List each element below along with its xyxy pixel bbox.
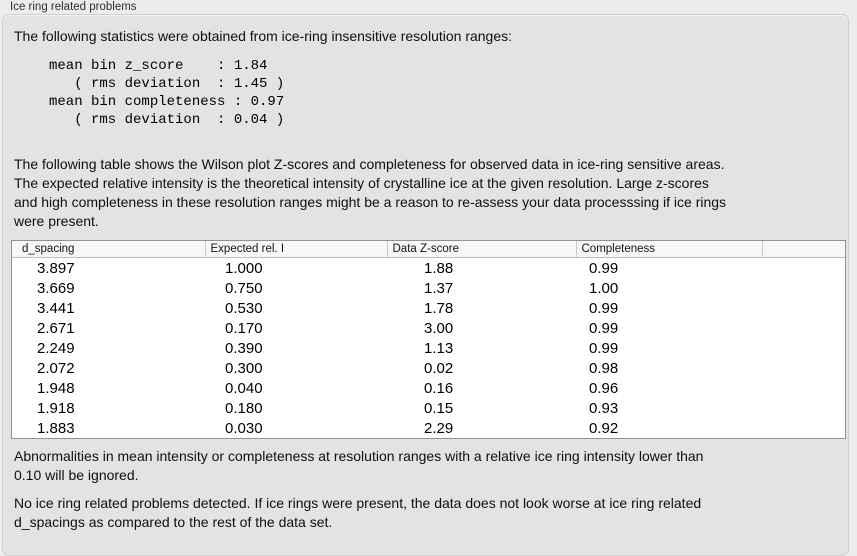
conclusion-text: No ice ring related problems detected. I… [14, 495, 702, 530]
table-row[interactable]: 2.249 0.390 1.13 0.99 [12, 338, 845, 358]
cell-data-z-score: 0.16 [424, 379, 454, 397]
column-header-data-z-score[interactable]: Data Z-score [386, 241, 576, 258]
table-intro-text: The following table shows the Wilson plo… [14, 156, 727, 229]
table-header-row: d_spacing Expected rel. I Data Z-score Comp… [12, 241, 845, 258]
cell-expected-rel-i: 1.000 [225, 259, 263, 277]
table-row[interactable]: 1.948 0.040 0.16 0.96 [12, 378, 845, 398]
column-header-spacer[interactable] [761, 241, 845, 258]
cell-data-z-score: 0.02 [424, 359, 454, 377]
table-row[interactable]: 1.918 0.180 0.15 0.93 [12, 398, 845, 418]
cell-spacer [762, 418, 845, 438]
table-body: 3.897 1.000 1.88 0.99 3.669 0.750 1.37 1.00 3.44… [12, 258, 845, 439]
table-header: d_spacing Expected rel. I Data Z-score Comp… [12, 241, 845, 258]
cell-expected-rel-i: 0.040 [225, 379, 263, 397]
ice-ring-groupbox: The following statistics were obtained f… [2, 14, 849, 556]
cell-data-z-score: 0.15 [424, 399, 454, 417]
cell-spacer [762, 278, 845, 298]
ice-ring-data-table: d_spacing Expected rel. I Data Z-score Comp… [12, 241, 845, 438]
cell-spacer [762, 298, 845, 318]
cell-expected-rel-i: 0.750 [225, 279, 263, 297]
cell-completeness: 0.93 [589, 399, 619, 417]
cell-data-z-score: 1.78 [424, 299, 454, 317]
cell-d-spacing: 2.249 [37, 339, 75, 357]
cell-data-z-score: 3.00 [424, 319, 454, 337]
cell-spacer [762, 398, 845, 418]
cell-spacer [762, 258, 845, 279]
cell-completeness: 1.00 [589, 279, 619, 297]
cell-expected-rel-i: 0.530 [225, 299, 263, 317]
section-title: Ice ring related problems [10, 1, 137, 13]
cell-expected-rel-i: 0.390 [225, 339, 263, 357]
cell-spacer [762, 378, 845, 398]
table-row[interactable]: 3.669 0.750 1.37 1.00 [12, 278, 845, 298]
cell-spacer [762, 358, 845, 378]
table-row[interactable]: 2.072 0.300 0.02 0.98 [12, 358, 845, 378]
column-header-d-spacing[interactable]: d_spacing [12, 241, 205, 258]
table-row[interactable]: 3.441 0.530 1.78 0.99 [12, 298, 845, 318]
cell-d-spacing: 1.918 [37, 399, 75, 417]
cell-expected-rel-i: 0.180 [225, 399, 263, 417]
cell-d-spacing: 1.883 [37, 419, 75, 437]
cell-d-spacing: 2.671 [37, 319, 75, 337]
cell-d-spacing: 3.897 [37, 259, 75, 277]
cell-data-z-score: 1.13 [424, 339, 454, 357]
cell-d-spacing: 2.072 [37, 359, 75, 377]
cell-spacer [762, 338, 845, 358]
cell-completeness: 0.99 [589, 299, 619, 317]
cell-spacer [762, 318, 845, 338]
cell-data-z-score: 1.37 [424, 279, 454, 297]
cell-d-spacing: 1.948 [37, 379, 75, 397]
cell-completeness: 0.98 [589, 359, 619, 377]
cell-completeness: 0.99 [589, 339, 619, 357]
cell-completeness: 0.99 [589, 319, 619, 337]
ice-ring-table[interactable]: d_spacing Expected rel. I Data Z-score Comp… [11, 240, 846, 439]
cell-expected-rel-i: 0.300 [225, 359, 263, 377]
table-row[interactable]: 2.671 0.170 3.00 0.99 [12, 318, 845, 338]
cell-completeness: 0.96 [589, 379, 619, 397]
cell-data-z-score: 2.29 [424, 419, 454, 437]
table-row[interactable]: 1.883 0.030 2.29 0.92 [12, 418, 845, 438]
column-header-expected-rel-i[interactable]: Expected rel. I [204, 241, 387, 258]
ignore-note-text: Abnormalities in mean intensity or compl… [14, 448, 704, 483]
column-header-completeness[interactable]: Completeness [575, 241, 762, 258]
cell-data-z-score: 1.88 [424, 259, 454, 277]
cell-completeness: 0.99 [589, 259, 619, 277]
stats-values-block: mean bin z_score : 1.84 ( rms deviation … [49, 58, 285, 128]
cell-d-spacing: 3.669 [37, 279, 75, 297]
cell-completeness: 0.92 [589, 419, 619, 437]
stats-intro-text: The following statistics were obtained f… [14, 28, 513, 44]
cell-expected-rel-i: 0.030 [225, 419, 263, 437]
cell-expected-rel-i: 0.170 [225, 319, 263, 337]
cell-d-spacing: 3.441 [37, 299, 75, 317]
table-row[interactable]: 3.897 1.000 1.88 0.99 [12, 258, 845, 279]
